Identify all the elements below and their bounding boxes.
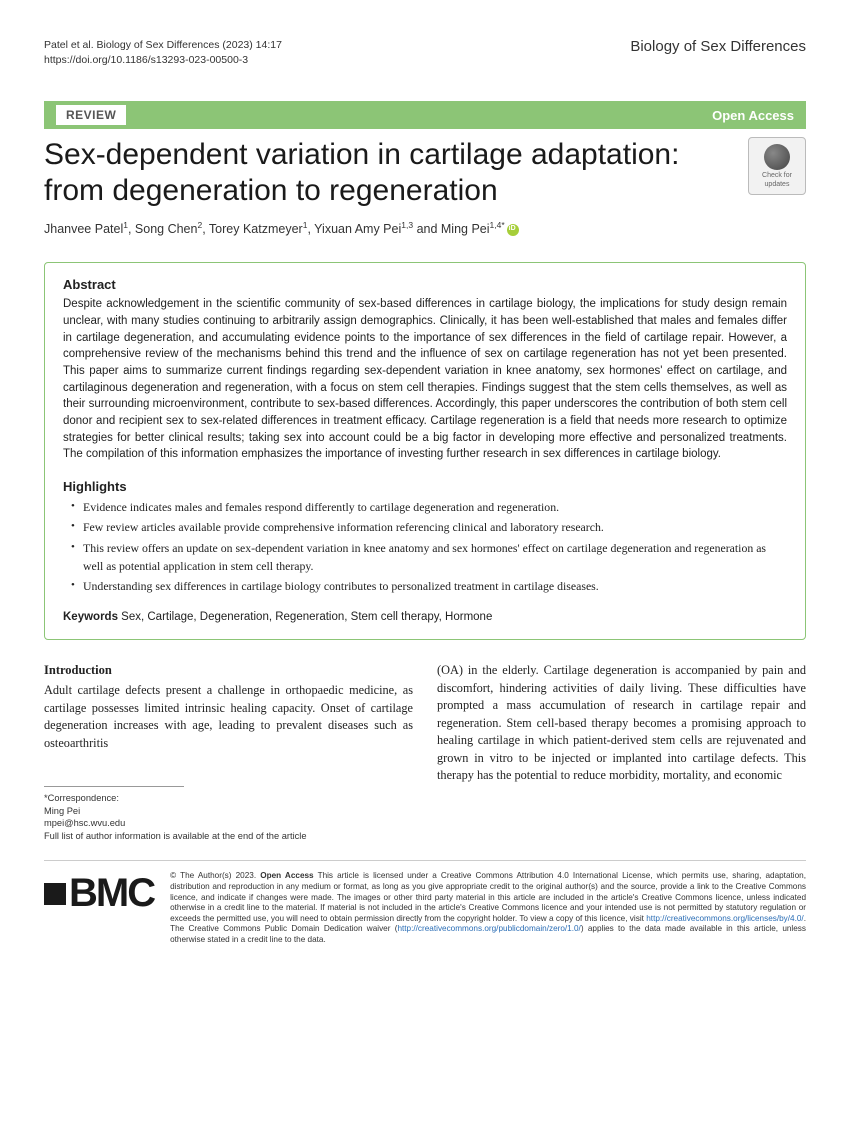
update-badge-line1: Check for [762,172,792,179]
abstract-box: Abstract Despite acknowledgement in the … [44,262,806,640]
citation-text: Patel et al. Biology of Sex Differences … [44,38,282,53]
citation-block: Patel et al. Biology of Sex Differences … [44,38,282,67]
article-type-label: REVIEW [56,105,126,125]
highlights-heading: Highlights [63,479,787,494]
column-right: (OA) in the elderly. Cartilage degenerat… [437,662,806,842]
page-footer: BMC © The Author(s) 2023. Open Access Th… [44,860,806,946]
crossmark-icon [764,144,790,170]
bmc-logo: BMC [44,871,154,916]
bmc-square-icon [44,883,66,905]
abstract-text: Despite acknowledgement in the scientifi… [63,296,787,463]
doi-text: https://doi.org/10.1186/s13293-023-00500… [44,53,282,68]
license-text: © The Author(s) 2023. Open Access This a… [170,871,806,946]
keywords-label: Keywords [63,611,118,623]
column-left: Introduction Adult cartilage defects pre… [44,662,413,842]
journal-name: Biology of Sex Differences [630,38,806,55]
article-type-banner: REVIEW Open Access [44,101,806,129]
abstract-heading: Abstract [63,277,787,292]
intro-heading: Introduction [44,662,413,680]
correspondence-name: Ming Pei [44,805,413,818]
highlight-item: Understanding sex differences in cartila… [67,577,787,595]
correspondence-rule [44,786,184,787]
body-columns: Introduction Adult cartilage defects pre… [44,662,806,842]
update-badge-line2: updates [765,181,790,188]
orcid-icon[interactable] [507,224,519,236]
keywords-text: Sex, Cartilage, Degeneration, Regenerati… [121,611,492,623]
intro-paragraph-left: Adult cartilage defects present a challe… [44,682,413,752]
check-updates-button[interactable]: Check for updates [748,137,806,195]
page-header: Patel et al. Biology of Sex Differences … [44,38,806,67]
bmc-logo-text: BMC [69,871,154,916]
correspondence-email: mpei@hsc.wvu.edu [44,817,413,830]
article-title: Sex-dependent variation in cartilage ada… [44,137,738,208]
author-list: Jhanvee Patel1, Song Chen2, Torey Katzme… [44,220,806,236]
intro-paragraph-right: (OA) in the elderly. Cartilage degenerat… [437,662,806,784]
correspondence-label: *Correspondence: [44,792,413,805]
correspondence-note: Full list of author information is avail… [44,830,413,843]
highlight-item: Few review articles available provide co… [67,518,787,536]
highlights-list: Evidence indicates males and females res… [63,498,787,595]
highlight-item: This review offers an update on sex-depe… [67,539,787,576]
highlight-item: Evidence indicates males and females res… [67,498,787,516]
keywords-line: Keywords Sex, Cartilage, Degeneration, R… [63,611,787,623]
open-access-label: Open Access [712,108,794,123]
correspondence-block: *Correspondence: Ming Pei mpei@hsc.wvu.e… [44,792,413,842]
